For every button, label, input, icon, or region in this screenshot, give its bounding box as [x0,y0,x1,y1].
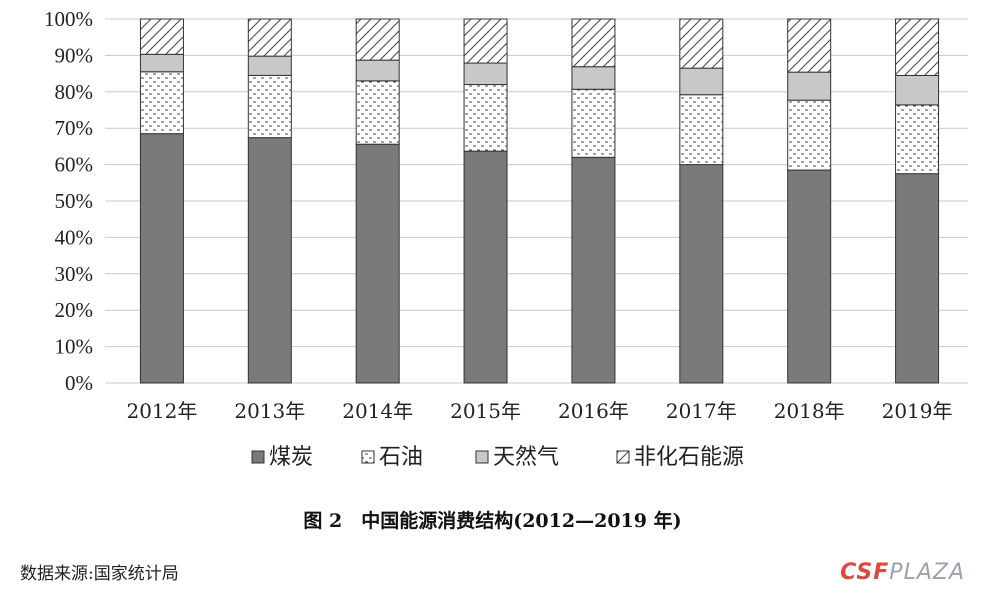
bar-segment-1 [463,84,508,152]
y-tick-label: 20% [55,298,94,322]
bar-segment-0 [463,150,508,384]
legend: 煤炭 石油 天然气 非化石能源 [251,445,744,470]
y-tick-label: 80% [55,80,94,104]
legend-label: 石油 [379,445,423,470]
y-axis-ticks: 0% 10% 20% 30% 40% 50% 60% 70% 80% 90% 100% [44,7,93,395]
bar-segment-3 [895,18,940,76]
legend-swatch [361,450,375,464]
watermark-part1: CSF [840,560,890,585]
y-tick-label: 50% [55,189,94,213]
x-tick-label: 2018年 [774,399,845,423]
y-tick-label: 70% [55,116,94,140]
bar-segment-1 [247,74,292,139]
bar-segment-3 [463,18,508,64]
y-tick-label: 100% [44,7,93,31]
bar-segment-1 [787,99,832,171]
watermark-logo: CSFPLAZA [840,560,965,585]
bar-segment-3 [355,18,400,61]
bar-segment-0 [139,133,184,384]
y-tick-label: 40% [55,225,94,249]
y-tick-label: 10% [55,335,94,359]
stacked-bar-chart: 0%10%20%30%40%50%60%70%80%90%100% 2012年 2… [44,7,968,470]
bar-segment-1 [355,80,400,145]
gridlines [105,18,968,384]
data-source-note: 数据来源:国家统计局 [20,564,179,584]
bar-segment-2 [355,59,400,82]
x-tick-label: 2019年 [882,399,953,423]
bar-segment-2 [895,74,940,106]
x-tick-label: 2012年 [126,399,197,423]
y-tick-label: 90% [55,43,94,67]
bar-segment-0 [787,169,832,384]
x-tick-label: 2014年 [342,399,413,423]
legend-swatch [616,450,630,464]
bar-segment-1 [139,71,184,135]
legend-label: 煤炭 [269,445,313,470]
bar-segment-0 [247,137,292,384]
bar-segment-2 [679,67,724,96]
y-tick-label: 30% [55,262,94,286]
bar-segment-2 [787,71,832,101]
bar-segment-1 [895,104,940,175]
bar-segment-2 [139,53,184,73]
x-tick-label: 2015年 [450,399,521,423]
bar-segment-3 [787,18,832,73]
bar-segment-3 [139,18,184,55]
y-tick-label: 0% [65,371,93,395]
y-tick-label: 60% [55,153,94,177]
bar-segment-1 [679,94,724,166]
x-tick-label: 2017年 [666,399,737,423]
legend-swatch [475,450,489,464]
legend-swatch [251,450,265,464]
bar-segment-0 [571,156,616,384]
watermark-part2: PLAZA [889,560,965,585]
bar-segment-0 [355,143,400,384]
bar-segment-2 [463,62,508,86]
bar-segment-1 [571,88,616,158]
bars [139,18,940,384]
bar-segment-0 [895,173,940,384]
x-tick-label: 2013年 [234,399,305,423]
bar-segment-3 [571,18,616,68]
bar-segment-2 [571,66,616,90]
bar-segment-3 [247,18,292,57]
bar-segment-2 [247,55,292,76]
x-tick-label: 2016年 [558,399,629,423]
x-axis-ticks: 2012年 2013年 2014年 2015年 2016年 2017年 2018年 2019年 [126,399,952,423]
legend-label: 天然气 [493,445,559,470]
figure-caption: 图 2 中国能源消费结构(2012—2019 年) [303,510,682,532]
legend-label: 非化石能源 [634,445,744,470]
bar-segment-3 [679,18,724,69]
bar-segment-0 [679,164,724,384]
